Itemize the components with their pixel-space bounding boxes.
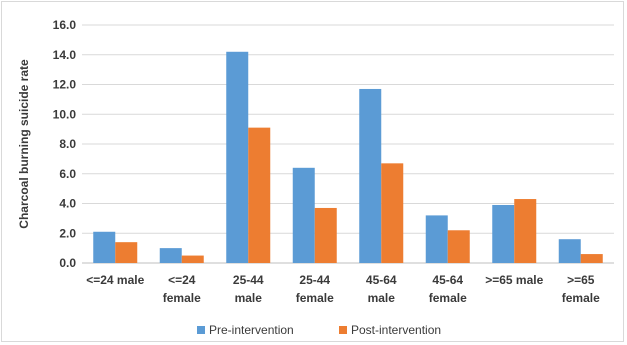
bar-post-4 [381,163,404,263]
y-tick-label: 4.0 [59,197,76,211]
bar-pre-7 [558,239,581,263]
y-axis-label: Charcoal burning suicide rate [17,59,31,229]
x-category-label: female [296,291,334,305]
y-tick-label: 6.0 [59,167,76,181]
legend-label-post: Post-intervention [351,323,441,337]
bar-post-6 [514,199,537,263]
x-category-label: <=24 male [86,273,144,287]
x-category-label: >=65 [567,273,595,287]
bar-post-7 [580,254,603,263]
bars [93,51,603,264]
bar-post-1 [181,255,204,263]
y-axis-ticks: 0.0 2.0 4.0 6.0 8.0 10.0 12.0 14.0 16.0 [53,18,77,270]
legend-swatch-post [339,326,347,334]
bar-post-0 [115,242,138,263]
bar-pre-2 [226,51,249,264]
x-category-label: 45-64 [366,273,397,287]
x-category-label: 45-64 [432,273,463,287]
legend-label-pre: Pre-intervention [209,323,294,337]
y-tick-label: 2.0 [59,226,76,240]
x-category-label: male [368,291,396,305]
y-tick-label: 16.0 [53,18,77,32]
x-category-label: female [163,291,201,305]
y-tick-label: 14.0 [53,48,77,62]
y-tick-label: 10.0 [53,107,77,121]
bar-pre-0 [93,231,116,263]
y-tick-label: 0.0 [59,256,76,270]
bar-post-3 [314,207,337,263]
bar-pre-4 [359,88,382,264]
bar-pre-3 [292,167,315,263]
bar-pre-6 [492,204,515,263]
x-category-label: 25-44 [299,273,330,287]
x-category-label: female [429,291,467,305]
x-category-label: 25-44 [233,273,264,287]
bar-post-5 [447,230,470,263]
x-category-label: >=65 male [485,273,543,287]
bar-post-2 [248,127,271,263]
bar-pre-1 [159,248,182,263]
x-axis-categories: <=24 male <=24 female 25-44 male 25-44 female 4… [86,273,600,305]
x-category-label: <=24 [168,273,196,287]
x-category-label: male [235,291,263,305]
x-category-label: female [562,291,600,305]
legend: Pre-intervention Post-intervention [197,323,441,337]
y-tick-label: 12.0 [53,78,77,92]
legend-swatch-pre [197,326,205,334]
y-tick-label: 8.0 [59,137,76,151]
bar-pre-5 [425,215,448,263]
